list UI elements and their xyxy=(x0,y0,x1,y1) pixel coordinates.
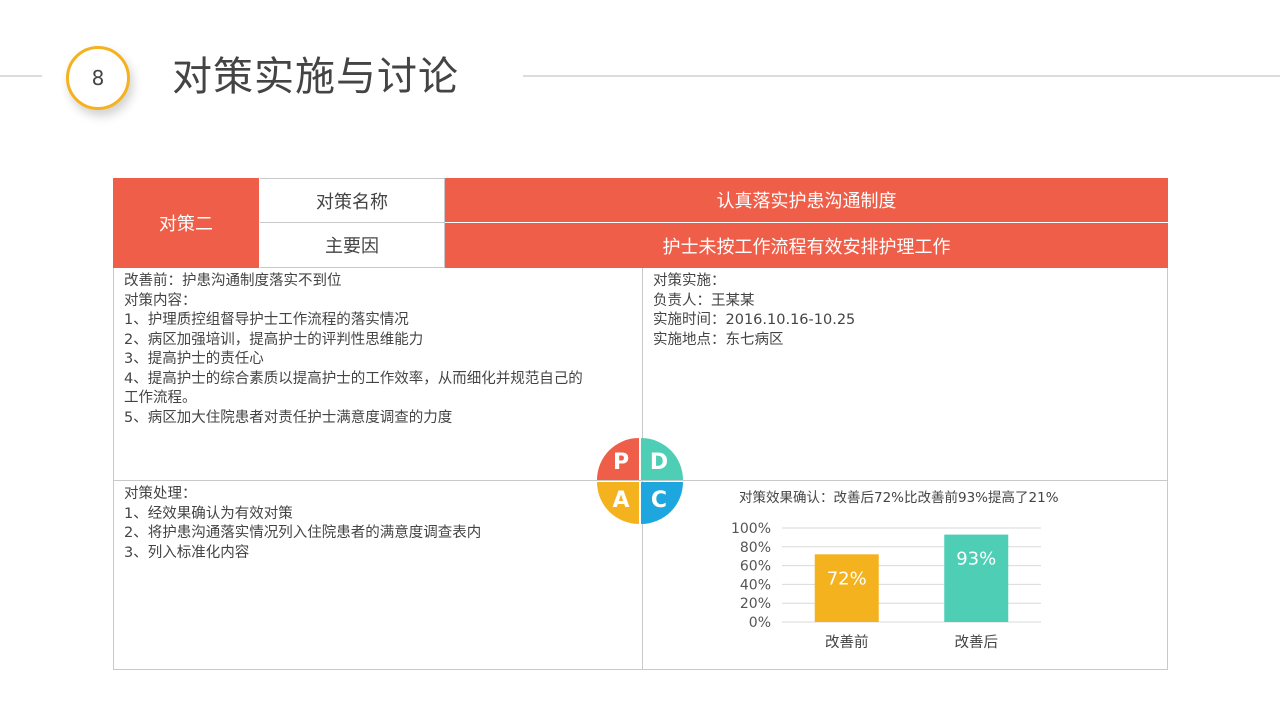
plan-line: 2、病区加强培训，提高护士的评判性思维能力 xyxy=(124,331,424,348)
check-caption: 对策效果确认：改善后72%比改善前93%提高了21% xyxy=(739,490,1059,506)
cause-value-cell: 护士未按工作流程有效安排护理工作 xyxy=(445,223,1168,268)
x-category-label: 改善前 xyxy=(825,634,869,651)
plan-line: 工作流程。 xyxy=(124,390,197,406)
pdca-p-letter: P xyxy=(612,449,630,475)
do-line: 实施地点：东七病区 xyxy=(653,331,784,348)
y-tick-label: 0% xyxy=(749,615,771,631)
pdca-d-quadrant: D xyxy=(641,438,683,480)
plan-line: 3、提高护士的责任心 xyxy=(124,351,264,367)
name-value: 认真落实护患沟通制度 xyxy=(716,191,897,212)
page-title: 对策实施与讨论 xyxy=(172,54,459,100)
pdca-a-quadrant: A xyxy=(597,482,639,524)
plan-line: 对策内容： xyxy=(124,292,197,309)
do-cell: 对策实施： 负责人：王某某 实施时间：2016.10.16-10.25 实施地点… xyxy=(642,268,1168,481)
name-value-cell: 认真落实护患沟通制度 xyxy=(445,178,1168,223)
check-cell: 对策效果确认：改善后72%比改善前93%提高了21% 0% 20% 40% 60% 80… xyxy=(642,480,1168,670)
pdca-c-quadrant: C xyxy=(641,482,683,524)
cause-label: 主要因 xyxy=(325,236,379,257)
plan-line: 4、提高护士的综合素质以提高护士的工作效率，从而细化并规范自己的 xyxy=(124,370,583,387)
measure-label-cell: 对策二 xyxy=(113,178,260,268)
act-line: 3、列入标准化内容 xyxy=(124,544,250,561)
bar-value-label: 72% xyxy=(827,568,867,589)
name-label: 对策名称 xyxy=(316,191,388,213)
do-line: 对策实施： xyxy=(653,273,726,289)
plan-cell: 改善前：护患沟通制度落实不到位 对策内容： 1、护理质控组督导护士工作流程的落实… xyxy=(113,268,643,481)
pdca-p-quadrant: P xyxy=(597,438,639,480)
effect-bar-chart: 0% 20% 40% 60% 80% 100% 72% 改善前 93% 改善后 xyxy=(731,521,1041,651)
plan-line: 改善前：护患沟通制度落实不到位 xyxy=(124,273,342,289)
y-tick-label: 80% xyxy=(740,540,771,556)
cause-value: 护士未按工作流程有效安排护理工作 xyxy=(662,236,951,258)
act-line: 1、经效果确认为有效对策 xyxy=(124,505,293,522)
section-number-badge: 8 xyxy=(66,46,130,110)
plan-line: 5、病区加大住院患者对责任护士满意度调查的力度 xyxy=(124,409,453,426)
x-category-label: 改善后 xyxy=(955,634,999,651)
plan-line: 1、护理质控组督导护士工作流程的落实情况 xyxy=(124,312,409,328)
header-line-left xyxy=(0,75,42,77)
pdca-c-letter: C xyxy=(650,487,668,513)
section-number: 8 xyxy=(91,66,105,90)
bar-value-label: 93% xyxy=(956,549,996,570)
y-tick-label: 20% xyxy=(740,596,771,612)
cause-label-cell: 主要因 xyxy=(260,223,445,268)
y-tick-label: 60% xyxy=(740,559,771,575)
act-line: 对策处理： xyxy=(124,486,197,502)
name-label-cell: 对策名称 xyxy=(260,178,445,223)
act-cell: 对策处理： 1、经效果确认为有效对策 2、将护患沟通落实情况列入住院患者的满意度… xyxy=(113,480,643,670)
y-tick-label: 40% xyxy=(740,577,771,593)
do-line: 实施时间：2016.10.16-10.25 xyxy=(653,312,856,328)
pdca-circle: P D A C xyxy=(597,438,683,524)
bar xyxy=(814,554,879,622)
act-line: 2、将护患沟通落实情况列入住院患者的满意度调查表内 xyxy=(124,525,482,541)
y-tick-label: 100% xyxy=(731,521,771,537)
measure-label: 对策二 xyxy=(159,214,213,235)
pdca-a-letter: A xyxy=(612,487,630,513)
header-line-right xyxy=(523,75,1280,77)
pdca-d-letter: D xyxy=(649,449,669,475)
bar xyxy=(944,534,1009,622)
do-line: 负责人：王某某 xyxy=(653,292,755,309)
